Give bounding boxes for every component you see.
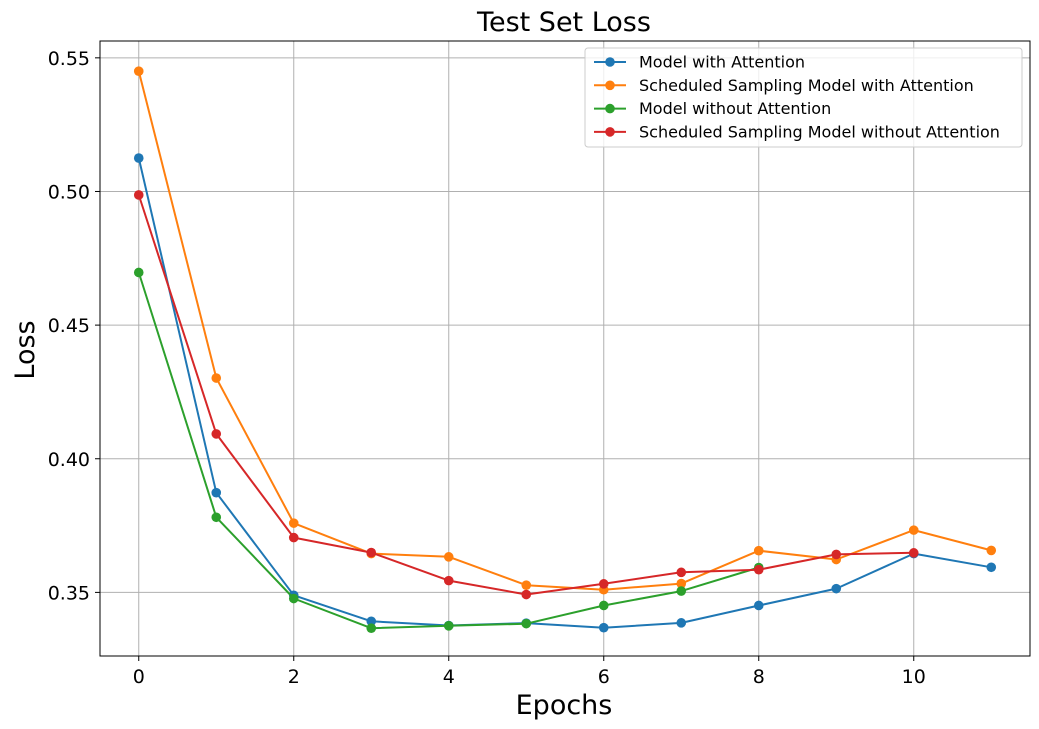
legend-item: Model without Attention [594, 99, 831, 118]
series-scheduled-sampling-model-without-attention [133, 190, 919, 600]
legend-label: Model without Attention [639, 99, 831, 118]
y-tick-label: 0.45 [48, 315, 90, 337]
data-point [133, 190, 144, 200]
series-model-without-attention [133, 267, 764, 634]
legend-marker [605, 103, 615, 114]
y-tick-label: 0.40 [48, 449, 90, 471]
data-point [753, 600, 764, 611]
data-point [598, 600, 609, 611]
data-point [908, 548, 919, 558]
data-point [288, 532, 299, 543]
series-line [137, 194, 914, 596]
data-point [753, 564, 764, 575]
data-point [831, 583, 842, 594]
x-tick-label: 6 [598, 666, 610, 688]
data-point [288, 593, 299, 604]
data-point [831, 549, 842, 560]
legend-box [584, 47, 1023, 148]
data-point [676, 618, 687, 628]
data-point [366, 616, 377, 627]
legend: Model with Attention Scheduled Sampling M… [584, 47, 1023, 148]
series-model-with-attention [133, 153, 997, 633]
data-point [521, 618, 532, 629]
data-point [598, 579, 609, 589]
data-point [133, 153, 144, 163]
axis-ticks: 0 2 4 6 8 10 0.35 0.40 0.45 0.50 0.55 [48, 48, 926, 688]
data-point [521, 580, 532, 590]
data-point [211, 429, 222, 439]
x-tick-label: 2 [288, 666, 300, 688]
legend-item: Model with Attention [594, 53, 805, 72]
data-point [676, 567, 687, 578]
data-point [211, 487, 222, 498]
data-point [676, 578, 687, 589]
data-point [676, 586, 687, 596]
legend-item: Scheduled Sampling Model without Attenti… [594, 122, 1000, 141]
legend-marker [605, 57, 615, 67]
data-point [443, 620, 454, 631]
data-point [986, 562, 997, 573]
data-point [598, 622, 609, 633]
legend-marker [605, 127, 615, 137]
legend-label: Scheduled Sampling Model without Attenti… [639, 122, 1000, 141]
data-point [288, 518, 299, 528]
x-tick-label: 8 [753, 666, 765, 688]
legend-label: Model with Attention [639, 53, 805, 72]
x-tick-label: 4 [443, 666, 455, 688]
y-tick-label: 0.50 [48, 181, 90, 203]
data-point [443, 575, 454, 586]
data-point [753, 545, 764, 556]
data-point [133, 267, 144, 278]
data-point [986, 545, 997, 556]
data-point [211, 512, 222, 523]
data-point [133, 66, 144, 77]
data-point [908, 525, 919, 535]
series-line [137, 157, 992, 629]
series-line [137, 70, 992, 591]
x-axis-label: Epochs [516, 690, 613, 721]
data-point [366, 547, 377, 558]
data-point [443, 552, 454, 562]
data-point [366, 623, 377, 634]
data-point [521, 589, 532, 600]
plot-area-frame [99, 40, 1031, 657]
series-lines [133, 66, 997, 634]
chart-title: Test Set Loss [476, 7, 651, 38]
x-tick-label: 0 [133, 666, 145, 688]
y-axis-label: Loss [10, 320, 41, 379]
legend-item: Scheduled Sampling Model with Attention [594, 76, 974, 95]
legend-marker [605, 80, 615, 91]
y-tick-label: 0.35 [48, 582, 90, 604]
legend-label: Scheduled Sampling Model with Attention [639, 76, 974, 95]
y-tick-label: 0.55 [48, 48, 90, 70]
data-point [211, 373, 222, 383]
x-tick-label: 10 [902, 666, 926, 688]
